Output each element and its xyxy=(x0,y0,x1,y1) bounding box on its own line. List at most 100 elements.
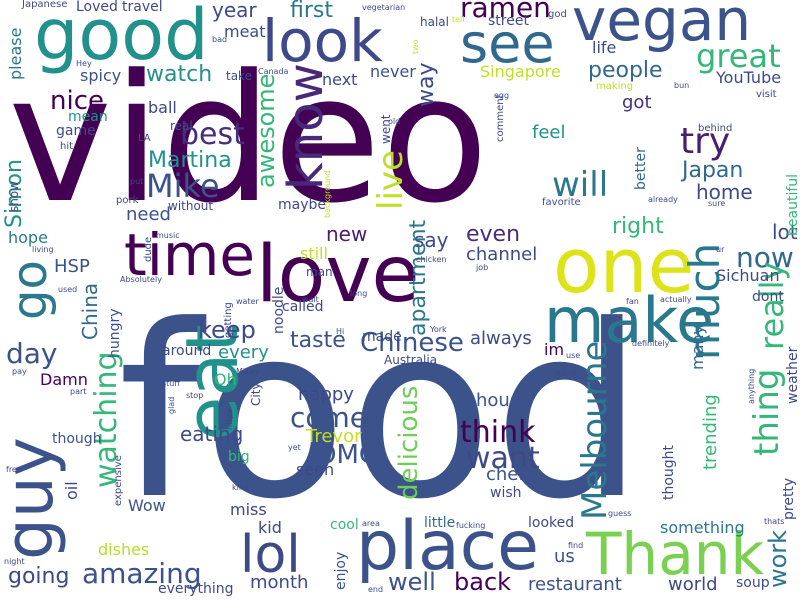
word-find: find xyxy=(568,541,584,550)
word-game: game xyxy=(56,123,96,139)
word-want: want xyxy=(466,441,540,476)
word-hope: hope xyxy=(8,228,48,247)
word-Mike: Mike xyxy=(146,167,220,205)
word-use: use xyxy=(566,351,581,360)
word-man: man xyxy=(306,265,333,279)
word-time: time xyxy=(124,221,256,289)
word-maybe: maybe xyxy=(278,197,327,213)
word-hungry: hungry xyxy=(107,308,123,358)
word-spicy: spicy xyxy=(80,66,122,85)
word-love: love xyxy=(256,230,420,320)
word-see: see xyxy=(460,12,555,75)
word-make: make xyxy=(544,284,715,357)
word-actually: actually xyxy=(660,295,692,304)
word-ur: ur xyxy=(716,245,725,254)
word-next: next xyxy=(322,70,358,89)
word-favorite: favorite xyxy=(542,197,581,208)
word-restaurant: restaurant xyxy=(528,574,622,595)
word-hit: hit xyxy=(60,141,74,152)
word-back: back xyxy=(454,568,512,596)
word-free: free xyxy=(6,465,22,474)
word-Japan: Japan xyxy=(682,158,744,183)
word-Sichuan: Sichuan xyxy=(716,266,780,285)
word-weather: weather xyxy=(785,346,800,404)
word-visit: visit xyxy=(756,89,777,100)
word-City: City xyxy=(249,382,263,406)
word-video: video xyxy=(8,37,489,242)
word-come: come xyxy=(290,401,368,434)
word-apartment: apartment xyxy=(406,219,431,336)
word-awesome: awesome xyxy=(252,73,280,188)
word-halal: halal xyxy=(420,15,449,29)
word-delicious: delicious xyxy=(394,385,424,500)
word-area: area xyxy=(362,519,380,528)
word-enjoy: enjoy xyxy=(333,551,349,590)
word-HSP: HSP xyxy=(54,256,90,277)
word-made: made xyxy=(362,329,402,345)
word-ramen: ramen xyxy=(460,0,551,24)
word-god: god xyxy=(548,9,567,20)
word-got: got xyxy=(622,92,652,113)
word-chef: chef xyxy=(486,464,525,485)
word-us: us xyxy=(554,546,575,567)
word-music: music xyxy=(156,231,180,240)
word-Australia: Australia xyxy=(384,353,438,367)
word-feel: feel xyxy=(532,122,566,143)
word-old: old xyxy=(388,117,401,126)
word-China: China xyxy=(78,282,102,340)
word-called: called xyxy=(282,299,324,315)
word-vegan: vegan xyxy=(572,0,752,54)
word-life: life xyxy=(592,38,617,57)
word-lot: lot xyxy=(772,220,798,244)
word-wish: wish xyxy=(490,485,522,501)
word-around: around xyxy=(162,343,212,359)
word-seen: seen xyxy=(296,460,335,479)
word-put: put xyxy=(130,177,144,186)
word-food: food xyxy=(118,275,645,552)
word-tell: tell xyxy=(452,15,465,24)
word-trending: trending xyxy=(700,394,721,470)
word-pork: pork xyxy=(116,195,139,206)
word-year: year xyxy=(212,0,257,22)
word-house: house xyxy=(476,390,531,411)
word-keep: keep xyxy=(198,316,256,344)
word-even: even xyxy=(466,222,521,247)
word-place: place xyxy=(356,507,539,586)
word-eating: eating xyxy=(180,422,244,446)
word-every: every xyxy=(218,342,269,363)
word-Loved: Loved xyxy=(76,0,118,15)
word-say: say xyxy=(414,228,449,252)
word-good: good xyxy=(34,0,209,76)
word-look: look xyxy=(262,7,383,75)
word-dont: dont xyxy=(752,289,784,305)
word-im: im xyxy=(544,340,565,359)
word-now: now xyxy=(736,241,794,274)
word-two: two xyxy=(411,39,420,54)
word-pay: pay xyxy=(12,367,27,376)
word-comment: comment xyxy=(495,94,506,142)
word-Oh: Oh xyxy=(214,370,237,389)
word-soup: soup xyxy=(736,575,770,591)
word-York: York xyxy=(430,325,447,334)
word-sure: sure xyxy=(708,199,726,208)
word-miss: miss xyxy=(230,500,267,519)
word-cool: cool xyxy=(330,517,359,533)
word-part: part xyxy=(70,387,87,396)
word-guy: guy xyxy=(0,437,68,560)
word-will: will xyxy=(552,165,609,205)
word-new: new xyxy=(326,222,368,246)
word-kind: kind xyxy=(232,483,250,492)
word-go: go xyxy=(2,260,58,320)
word-one: one xyxy=(553,221,695,310)
word-live: live xyxy=(371,150,411,210)
word-getting: getting xyxy=(223,302,234,338)
word-vegetarian: vegetarian xyxy=(362,3,406,12)
word-Hey: Hey xyxy=(76,59,92,68)
word-thought: thought xyxy=(661,444,677,500)
word-living: living xyxy=(32,245,54,254)
word-Singapore: Singapore xyxy=(480,62,561,81)
word-many: many xyxy=(688,325,707,370)
word-water: water xyxy=(236,297,259,306)
word-went: went xyxy=(379,114,393,144)
word-Absolutely: Absolutely xyxy=(120,275,162,284)
